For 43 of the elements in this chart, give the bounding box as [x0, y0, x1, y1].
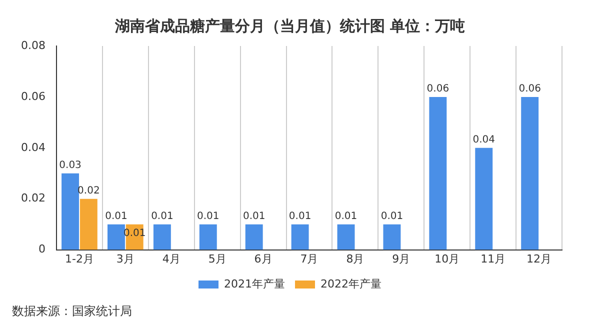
x-tick-label: 8月: [346, 252, 364, 266]
data-label: 0.01: [197, 210, 220, 222]
bar: [80, 198, 98, 250]
data-label: 0.04: [472, 134, 496, 146]
data-label: 0.01: [242, 210, 266, 222]
data-label: 0.01: [380, 210, 404, 222]
bar: [245, 224, 263, 250]
bar: [429, 96, 447, 250]
bar: [62, 173, 80, 250]
bar: [291, 224, 309, 250]
x-tick-label: 11月: [480, 252, 506, 266]
bar: [337, 224, 355, 250]
source-note: 数据来源：国家统计局: [12, 304, 132, 318]
legend-label: 2021年产量: [224, 277, 286, 290]
data-label: 0.06: [518, 84, 541, 95]
x-tick-label: 3月: [116, 252, 134, 266]
data-label: 0.01: [334, 210, 358, 222]
bar: [199, 224, 217, 250]
x-tick-label: 10月: [434, 252, 460, 266]
y-tick-label: 0.02: [20, 192, 46, 205]
x-tick-label: 6月: [254, 252, 272, 266]
bar: [475, 148, 493, 250]
data-label: 0.01: [151, 210, 174, 222]
bar: [108, 224, 125, 250]
legend-label: 2022年产量: [320, 277, 382, 290]
x-tick-label: 4月: [162, 252, 180, 266]
x-tick-label: 12月: [526, 252, 552, 266]
bar: [521, 96, 539, 250]
x-tick-label: 9月: [392, 252, 410, 266]
y-tick-label: 0.08: [20, 38, 46, 52]
y-tick-label: 0.04: [20, 140, 46, 154]
data-label: 0.03: [59, 160, 82, 171]
x-tick-label: 7月: [300, 252, 318, 266]
chart-title: 湖南省成品糖产量分月（当月值）统计图 单位：万吨: [114, 16, 466, 35]
bar: [383, 224, 401, 250]
x-tick-label: 5月: [208, 252, 226, 266]
y-tick-label: 0.06: [20, 90, 46, 103]
data-label: 0.01: [105, 210, 128, 222]
y-tick-label: 0: [38, 242, 46, 256]
data-label: 0.06: [426, 84, 450, 95]
x-tick-label: 1-2月: [64, 252, 94, 266]
bar: [153, 224, 171, 250]
data-label: 0.01: [288, 210, 312, 222]
